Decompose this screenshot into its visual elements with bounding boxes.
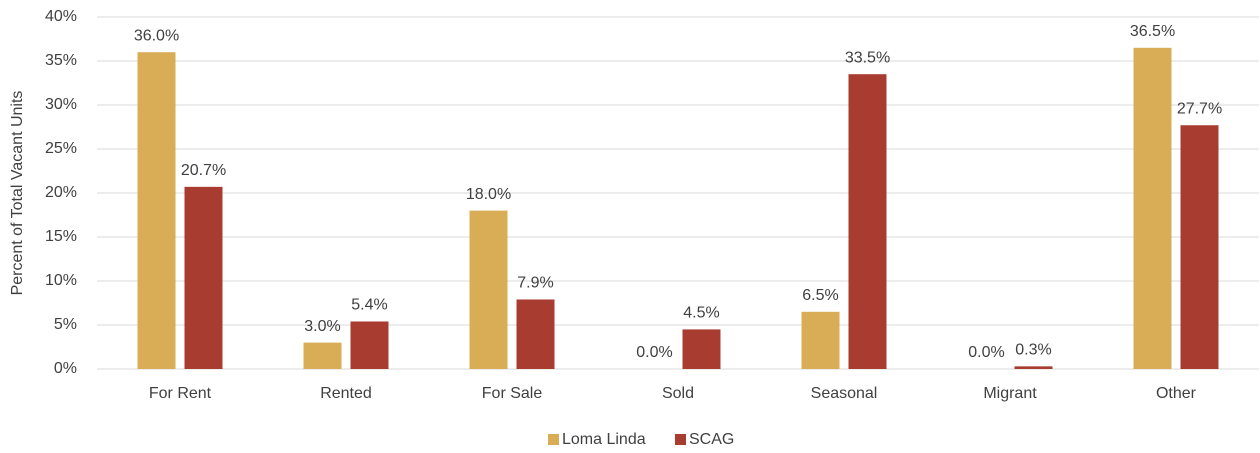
data-label: 33.5% xyxy=(845,49,890,66)
data-label: 4.5% xyxy=(683,305,719,322)
data-label: 0.0% xyxy=(636,344,672,361)
data-label: 20.7% xyxy=(181,162,226,179)
y-tick-label: 25% xyxy=(45,140,77,157)
y-tick-label: 15% xyxy=(45,228,77,245)
legend-swatch xyxy=(675,434,686,445)
bar xyxy=(184,186,223,369)
x-tick-label: Other xyxy=(1156,385,1197,402)
x-tick-label: For Rent xyxy=(149,385,212,402)
bar xyxy=(1014,366,1053,369)
data-label: 36.5% xyxy=(1130,23,1175,40)
x-tick-label: Rented xyxy=(320,385,372,402)
bar xyxy=(1180,125,1219,370)
y-axis-label: Percent of Total Vacant Units xyxy=(9,91,26,296)
bar xyxy=(469,210,508,369)
y-tick-label: 20% xyxy=(45,184,77,201)
y-tick-label: 40% xyxy=(45,8,77,25)
y-tick-label: 5% xyxy=(54,316,77,333)
legend-label: Loma Linda xyxy=(562,431,646,448)
bar xyxy=(137,52,176,369)
y-tick-label: 0% xyxy=(54,360,77,377)
bar xyxy=(350,321,389,369)
data-label: 0.0% xyxy=(968,344,1004,361)
bar xyxy=(848,74,887,369)
bar xyxy=(303,342,342,369)
x-tick-label: Migrant xyxy=(983,385,1037,402)
bar xyxy=(801,311,840,369)
data-label: 18.0% xyxy=(466,186,511,203)
data-label: 36.0% xyxy=(134,27,179,44)
x-tick-label: For Sale xyxy=(482,385,543,402)
x-tick-label: Sold xyxy=(662,385,694,402)
legend-swatch xyxy=(548,434,559,445)
data-label: 5.4% xyxy=(351,297,387,314)
bar xyxy=(1133,47,1172,370)
x-tick-label: Seasonal xyxy=(811,385,878,402)
data-label: 27.7% xyxy=(1177,100,1222,117)
legend-label: SCAG xyxy=(689,431,734,448)
y-tick-label: 30% xyxy=(45,96,77,113)
data-label: 3.0% xyxy=(304,318,340,335)
bar xyxy=(516,299,555,369)
y-tick-label: 35% xyxy=(45,52,77,69)
bar xyxy=(682,329,721,369)
data-label: 6.5% xyxy=(802,287,838,304)
y-tick-label: 10% xyxy=(45,272,77,289)
data-label: 0.3% xyxy=(1015,342,1051,359)
data-label: 7.9% xyxy=(517,275,553,292)
